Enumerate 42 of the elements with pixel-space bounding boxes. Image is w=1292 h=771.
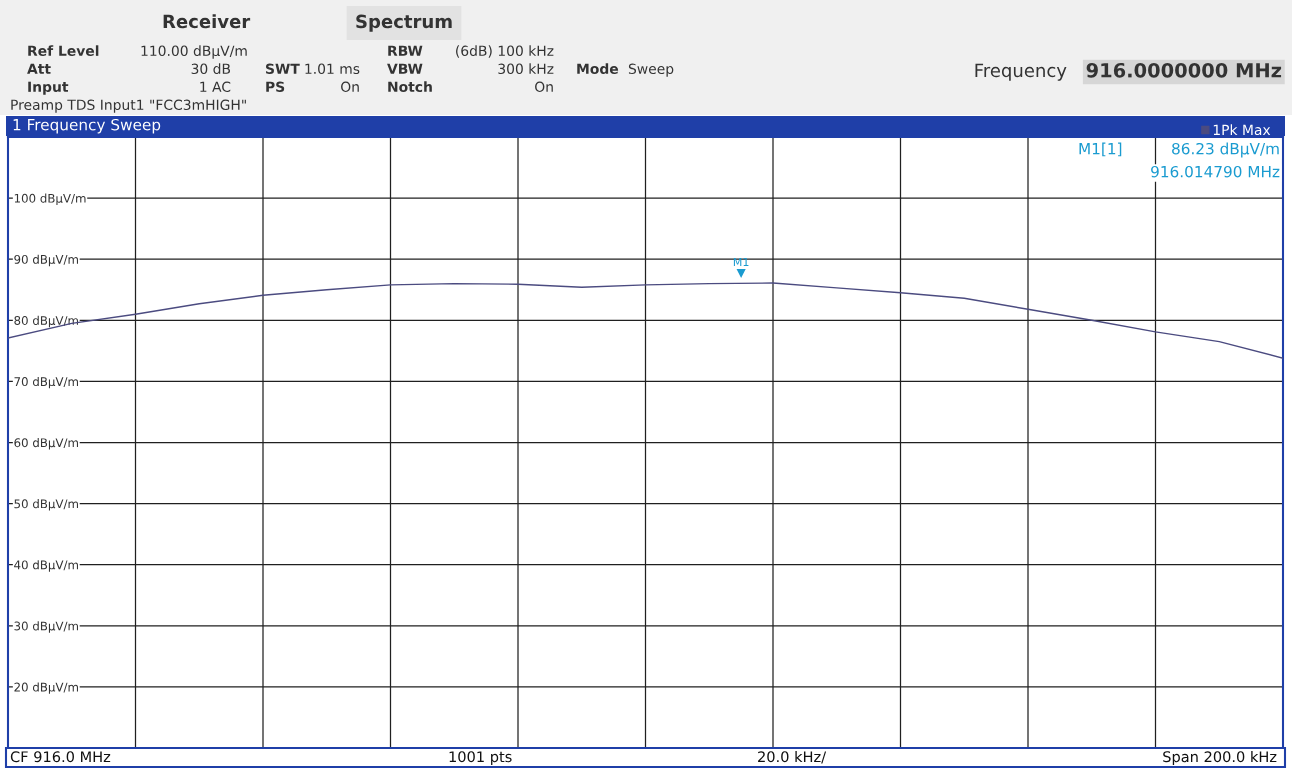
text: Frequency <box>975 63 1067 81</box>
text: 20.0 kHz/ <box>758 750 827 764</box>
text: Input <box>28 81 69 95</box>
y-tick-label: 70 dBµV/m <box>14 376 78 389</box>
text: Sweep <box>628 63 674 77</box>
text: Att <box>27 63 51 74</box>
text: On <box>535 81 553 93</box>
text: 916.0000000 MHz <box>1086 62 1282 78</box>
legend-label: 1Pk Max <box>1213 124 1271 136</box>
text: SWT <box>266 63 300 75</box>
y-tick-label: 100 dBµV/m <box>14 193 86 206</box>
text: PS <box>266 81 285 93</box>
text: 300 kHz <box>498 63 554 75</box>
y-tick-label: 90 dBµV/m <box>14 254 78 267</box>
annotation: 916.014790 MHz <box>1151 165 1280 178</box>
text: VBW <box>387 63 423 74</box>
annotation: 86.23 dBµV/m <box>1172 142 1279 158</box>
y-tick-label: 40 dBµV/m <box>14 560 78 572</box>
text: Span 200.0 kHz <box>1163 750 1277 766</box>
y-tick-label: 50 dBµV/m <box>14 499 78 511</box>
annotation: M1 <box>733 257 749 267</box>
text: Preamp TDS Input1 "FCC3mHIGH" <box>11 99 246 113</box>
y-tick-label: 80 dBµV/m <box>14 315 78 328</box>
y-tick-label: 20 dBµV/m <box>14 682 78 694</box>
text: 30 dB <box>191 63 231 75</box>
text: Ref Level <box>28 45 99 57</box>
annotation: M1[1] <box>1079 142 1122 157</box>
y-tick-label: 30 dBµV/m <box>14 621 78 633</box>
text: 110.00 dBµV/m <box>141 45 247 59</box>
text: Mode <box>577 63 619 75</box>
text: Spectrum <box>356 14 452 32</box>
text: RBW <box>388 45 423 56</box>
text: 1 AC <box>200 81 231 93</box>
text: 1.01 ms <box>305 63 360 75</box>
text: CF 916.0 MHz <box>10 751 111 763</box>
text: 1001 pts <box>449 751 512 766</box>
text: Receiver <box>163 14 251 29</box>
chart-title: 1 Frequency Sweep <box>13 118 161 134</box>
text: Notch <box>388 81 432 93</box>
y-tick-label: 60 dBµV/m <box>14 438 78 450</box>
text: (6dB) 100 kHz <box>456 45 554 58</box>
text: On <box>341 81 359 93</box>
